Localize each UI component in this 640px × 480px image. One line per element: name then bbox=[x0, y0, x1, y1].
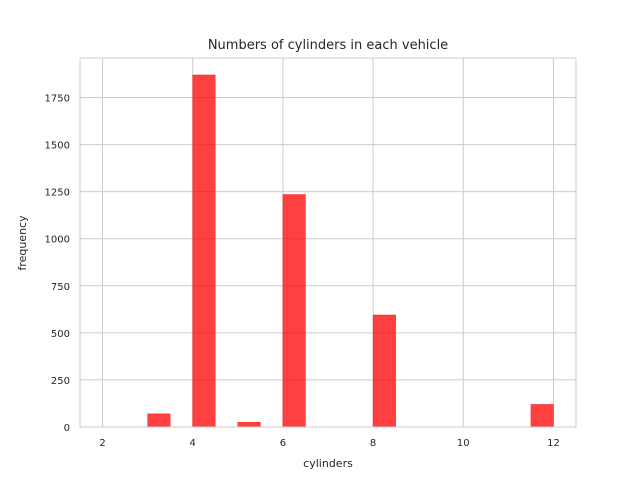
chart-title: Numbers of cylinders in each vehicle bbox=[208, 38, 448, 53]
x-axis-title: cylinders bbox=[303, 457, 353, 470]
y-tick-label: 750 bbox=[51, 282, 70, 293]
histogram-bar bbox=[282, 194, 306, 428]
bars bbox=[147, 74, 554, 428]
y-tick-label: 500 bbox=[51, 329, 70, 340]
x-tick-label: 6 bbox=[280, 438, 286, 449]
x-tick-label: 4 bbox=[190, 438, 196, 449]
y-tick-label: 1000 bbox=[45, 235, 70, 246]
x-tick-label: 8 bbox=[370, 438, 376, 449]
x-gridlines bbox=[102, 58, 554, 427]
histogram-bar bbox=[530, 404, 554, 428]
x-tick-label: 12 bbox=[547, 438, 560, 449]
histogram-bar bbox=[147, 413, 171, 428]
plot-frame bbox=[79, 57, 577, 428]
x-tick-label: 2 bbox=[99, 438, 105, 449]
y-tick-label: 0 bbox=[64, 423, 70, 434]
histogram-bar bbox=[192, 74, 216, 428]
y-gridlines bbox=[80, 97, 576, 428]
y-tick-label: 1750 bbox=[45, 94, 70, 105]
y-tick-labels: 0 250 500 750 1000 1250 1500 1750 bbox=[45, 94, 70, 434]
x-tick-labels: 2 4 6 8 10 12 bbox=[99, 438, 559, 449]
histogram-bar bbox=[237, 422, 261, 428]
histogram-bar bbox=[372, 314, 396, 428]
x-tick-label: 10 bbox=[457, 438, 470, 449]
y-tick-label: 1250 bbox=[45, 188, 70, 199]
y-tick-label: 1500 bbox=[45, 141, 70, 152]
y-tick-label: 250 bbox=[51, 376, 70, 387]
y-axis-title: frequency bbox=[16, 215, 29, 271]
